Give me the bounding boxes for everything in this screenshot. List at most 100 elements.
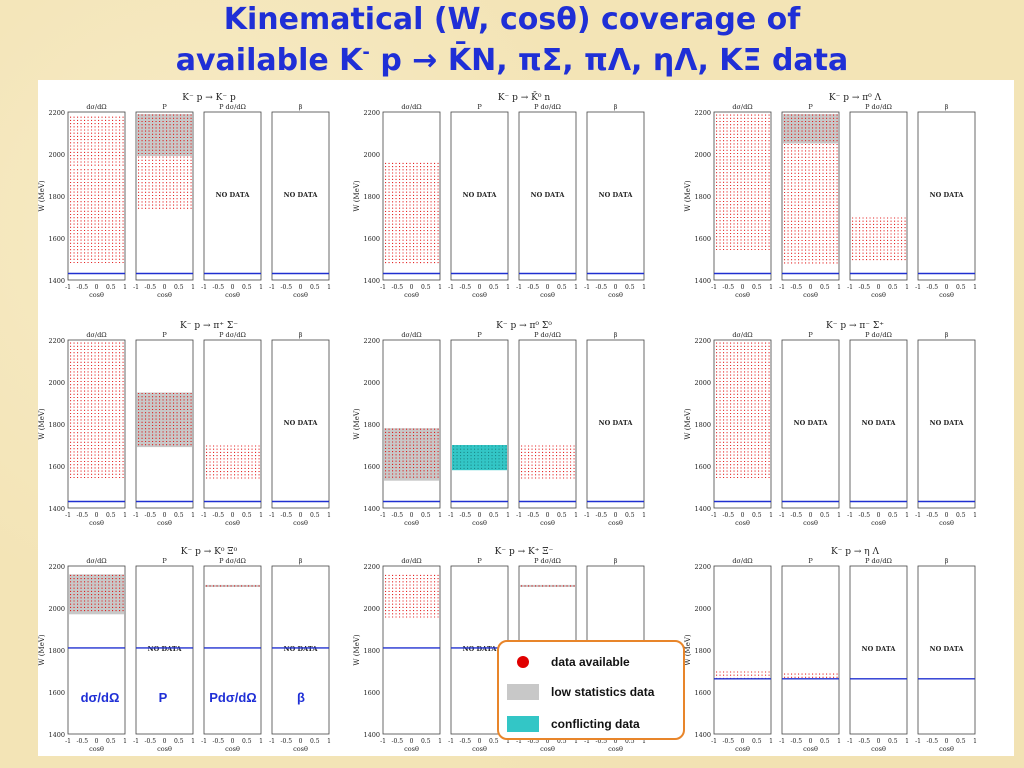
x-tick-label: 1 [438,284,442,291]
observable-label: dσ/dΩ [732,103,752,111]
observable-label: β [299,103,303,111]
x-axis-label: cosθ [89,519,104,527]
x-tick-label: -1 [201,512,207,519]
y-tick-label: 1600 [694,689,711,697]
reaction-group: K⁻ p → π⁻ Σ⁺W (MeV)14001600180020002200d… [684,321,977,527]
x-tick-label: 1 [123,512,127,519]
x-tick-label: -0.5 [858,284,870,291]
panel-frame [849,111,908,281]
no-data-label: NO DATA [216,191,251,199]
x-tick-label: -1 [711,512,717,519]
panel: dσ/dΩ -1 -0.5 0 0.5 1 cosθ [711,557,773,753]
legend-label: low statistics data [551,685,655,699]
panel: P dσ/dΩ -1 -0.5 0 0.5 1 cosθ [201,331,263,527]
panel: P dσ/dΩ NO DATA -1 -0.5 0 0.5 1 cosθ [847,557,909,753]
x-axis-label: cosθ [735,519,750,527]
x-tick-label: -1 [779,738,785,745]
y-tick-label: 1400 [694,731,711,739]
x-tick-label: 1 [769,512,773,519]
x-tick-label: 0 [741,512,745,519]
observable-label: P [477,557,482,565]
y-axis-label: W (MeV) [684,180,692,212]
x-tick-label: -1 [915,738,921,745]
x-tick-label: -0.5 [926,738,938,745]
x-tick-label: 0 [299,512,303,519]
legend-item-conflicting: conflicting data [507,715,640,733]
x-tick-label: 1 [837,512,841,519]
y-tick-label: 1600 [48,463,65,471]
observable-label: dσ/dΩ [732,331,752,339]
observable-label: β [614,331,618,339]
x-tick-label: 0 [945,738,949,745]
coverage-band [384,428,439,481]
x-tick-label: 0.5 [888,738,898,745]
panel: β NO DATA -1 -0.5 0 0.5 1 cosθ [915,557,977,753]
no-data-label: NO DATA [284,645,319,653]
x-tick-label: -0.5 [212,738,224,745]
y-tick-label: 2000 [48,379,65,387]
x-axis-label: cosθ [225,519,240,527]
x-tick-label: 0 [410,284,414,291]
reaction-group: K⁻ p → K⁰ Ξ⁰W (MeV)14001600180020002200d… [38,547,331,753]
y-tick-label: 1600 [363,463,380,471]
reaction-label: K⁻ p → π⁰ Σ⁰ [496,321,552,331]
observable-label: β [614,557,618,565]
x-tick-label: -0.5 [527,738,539,745]
x-tick-label: 1 [259,738,263,745]
x-tick-label: 0 [546,512,550,519]
x-tick-label: -1 [133,284,139,291]
x-axis-label: cosθ [803,519,818,527]
x-tick-label: -0.5 [280,512,292,519]
observable-label: P [162,103,167,111]
x-tick-label: 0 [945,284,949,291]
y-tick-label: 1600 [694,463,711,471]
x-axis-label: cosθ [472,291,487,299]
panel-frame [713,111,772,281]
x-tick-label: 0.5 [106,738,116,745]
y-tick-label: 1400 [694,505,711,513]
x-tick-label: 0 [809,738,813,745]
x-tick-label: -0.5 [144,512,156,519]
observable-label: β [299,557,303,565]
reaction-group: K⁻ p → K⁻ pW (MeV)14001600180020002200dσ… [38,93,331,299]
x-tick-label: 1 [769,738,773,745]
panel-frame [450,111,509,281]
x-tick-label: 0 [478,512,482,519]
y-tick-label: 1400 [694,277,711,285]
x-tick-label: 0 [95,738,99,745]
x-tick-label: -0.5 [527,512,539,519]
y-tick-label: 1600 [48,689,65,697]
y-tick-label: 1800 [694,421,711,429]
legend-item-data-available: data available [507,653,630,671]
x-tick-label: 0.5 [310,512,320,519]
coverage-band [205,584,260,587]
data-points [70,574,124,612]
coverage-band [520,584,575,587]
x-axis-label: cosθ [735,745,750,753]
x-tick-label: 0 [478,738,482,745]
x-tick-label: -1 [65,512,71,519]
x-tick-label: 1 [327,512,331,519]
panel: dσ/dΩ -1 -0.5 0 0.5 1 cosθ [65,103,127,299]
x-tick-label: -1 [201,738,207,745]
x-tick-label: 0.5 [174,738,184,745]
x-tick-label: 0 [478,284,482,291]
y-tick-label: 1800 [48,421,65,429]
panel: P NO DATA -1 -0.5 0 0.5 1 cosθ [133,557,195,753]
y-tick-label: 1400 [363,505,380,513]
no-data-label: NO DATA [794,419,829,427]
x-tick-label: -1 [711,284,717,291]
panel-frame [382,111,441,281]
x-axis-label: cosθ [157,519,172,527]
x-tick-label: 0 [877,738,881,745]
x-axis-label: cosθ [939,745,954,753]
data-points [138,114,192,155]
panel-frame [518,339,577,509]
slide-title-line2: available K- p → K̄N, πΣ, πΛ, ηΛ, KΞ dat… [175,42,849,78]
x-tick-label: -1 [516,512,522,519]
x-tick-label: 0 [877,284,881,291]
x-tick-label: 0.5 [625,284,635,291]
data-points [70,116,124,166]
coverage-band [137,114,192,157]
y-axis-label: W (MeV) [684,634,692,666]
